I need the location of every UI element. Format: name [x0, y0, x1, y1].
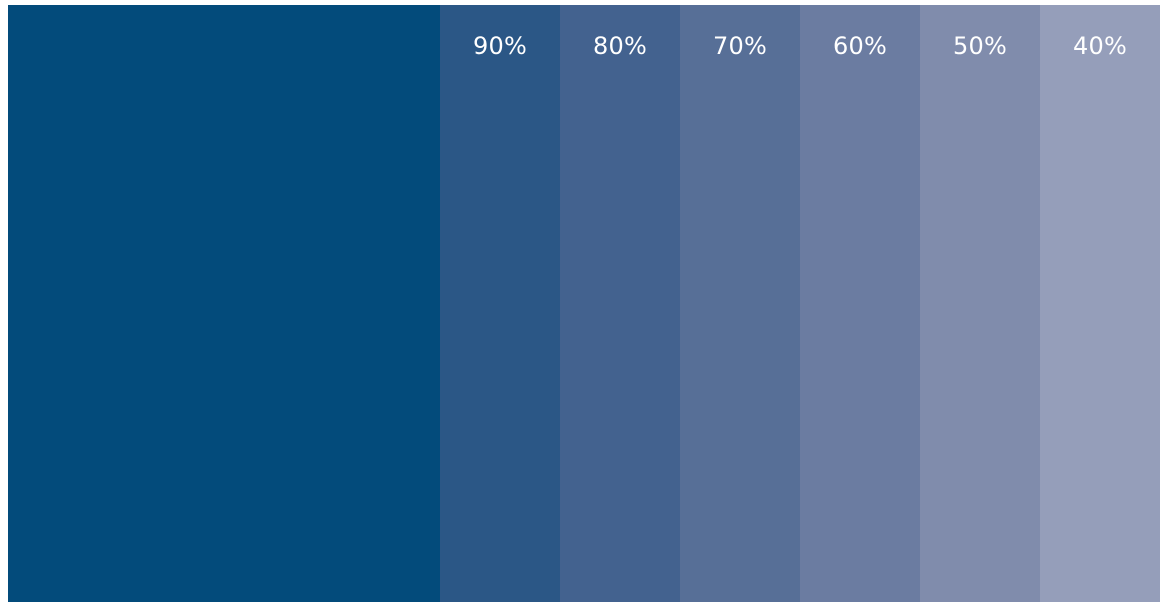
color-tint-strip: 90% 80% 70% 60% 50% 40% [8, 5, 1160, 602]
tint-label: 80% [593, 32, 647, 60]
tint-swatch-60: 60% [800, 5, 920, 602]
tint-label: 50% [953, 32, 1007, 60]
tint-swatch-50: 50% [920, 5, 1040, 602]
tint-swatch-90: 90% [440, 5, 560, 602]
tint-swatch-40: 40% [1040, 5, 1160, 602]
tint-swatch-70: 70% [680, 5, 800, 602]
tint-label: 40% [1073, 32, 1127, 60]
tint-label: 60% [833, 32, 887, 60]
tint-swatch-80: 80% [560, 5, 680, 602]
base-color-swatch [8, 5, 440, 602]
tint-label: 70% [713, 32, 767, 60]
tint-label: 90% [473, 32, 527, 60]
